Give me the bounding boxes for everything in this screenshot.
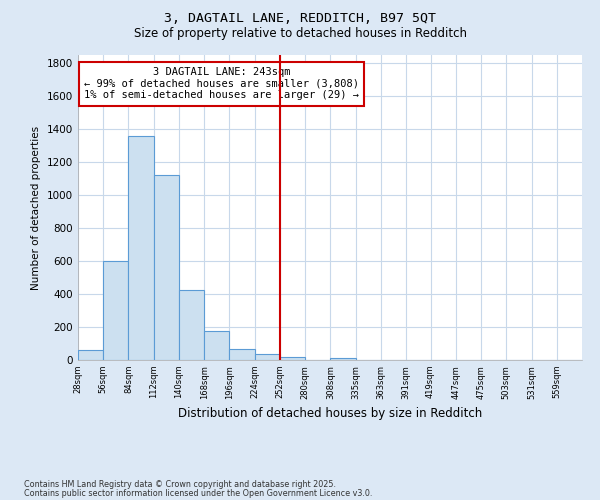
Text: Contains public sector information licensed under the Open Government Licence v3: Contains public sector information licen…: [24, 488, 373, 498]
Bar: [103, 261, 128, 360]
Text: 3, DAGTAIL LANE, REDDITCH, B97 5QT: 3, DAGTAIL LANE, REDDITCH, B97 5QT: [164, 12, 436, 26]
Bar: [331, 358, 356, 360]
Text: Contains HM Land Registry data © Crown copyright and database right 2025.: Contains HM Land Registry data © Crown c…: [24, 480, 336, 489]
Bar: [229, 350, 255, 360]
Bar: [179, 290, 204, 360]
Bar: [204, 331, 229, 360]
Y-axis label: Number of detached properties: Number of detached properties: [31, 126, 41, 290]
Bar: [78, 350, 103, 360]
Bar: [128, 136, 154, 360]
Bar: [154, 176, 179, 360]
Bar: [280, 356, 305, 360]
Text: Size of property relative to detached houses in Redditch: Size of property relative to detached ho…: [133, 28, 467, 40]
X-axis label: Distribution of detached houses by size in Redditch: Distribution of detached houses by size …: [178, 407, 482, 420]
Text: 3 DAGTAIL LANE: 243sqm
← 99% of detached houses are smaller (3,808)
1% of semi-d: 3 DAGTAIL LANE: 243sqm ← 99% of detached…: [84, 67, 359, 100]
Bar: [255, 354, 280, 360]
